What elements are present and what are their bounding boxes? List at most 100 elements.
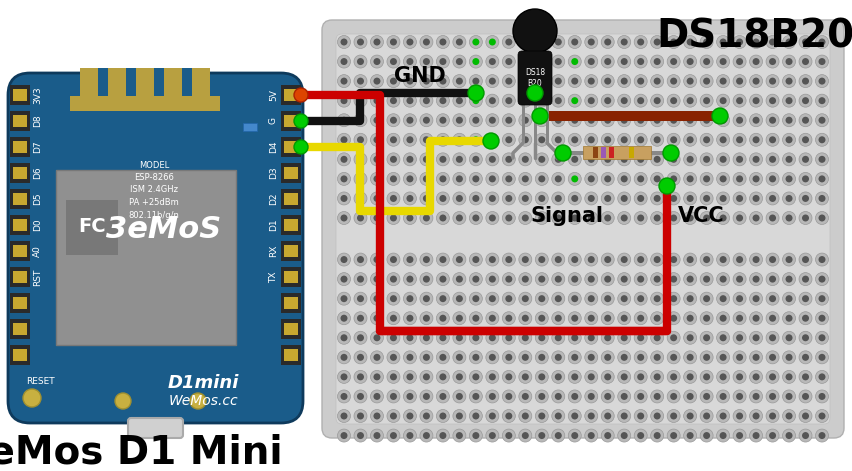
Circle shape [703,195,710,202]
Circle shape [621,315,628,322]
Circle shape [700,292,713,305]
Circle shape [618,153,630,166]
Circle shape [634,312,648,325]
Circle shape [736,195,743,202]
Circle shape [769,393,776,400]
Circle shape [621,175,628,182]
Circle shape [720,315,727,322]
Circle shape [618,35,630,49]
Circle shape [456,334,463,341]
Circle shape [373,214,381,221]
Circle shape [651,292,664,305]
Circle shape [700,409,713,422]
Circle shape [588,432,595,439]
Circle shape [456,315,463,322]
Bar [10,189,30,209]
Circle shape [538,295,545,302]
Bar [533,103,537,143]
Circle shape [503,35,515,49]
Circle shape [568,94,581,107]
Circle shape [571,195,579,202]
Circle shape [337,133,350,146]
Circle shape [521,295,529,302]
Circle shape [552,35,565,49]
Circle shape [535,429,549,442]
Circle shape [354,35,367,49]
Text: D5: D5 [33,193,42,205]
Circle shape [469,94,482,107]
Circle shape [406,117,413,124]
Circle shape [453,409,466,422]
Circle shape [700,114,713,127]
Circle shape [588,295,595,302]
Circle shape [555,393,561,400]
Circle shape [456,432,463,439]
Circle shape [371,74,383,88]
Circle shape [634,74,648,88]
Circle shape [423,195,430,202]
Circle shape [555,295,561,302]
Circle shape [667,153,680,166]
Circle shape [819,374,826,381]
Circle shape [440,97,446,104]
Circle shape [683,35,697,49]
Bar [629,147,634,158]
Circle shape [519,331,532,344]
Circle shape [621,295,628,302]
Circle shape [687,136,694,143]
Circle shape [568,292,581,305]
Circle shape [750,211,763,225]
Circle shape [621,374,628,381]
Circle shape [621,58,628,65]
Circle shape [489,276,496,283]
Circle shape [733,312,746,325]
Circle shape [373,136,381,143]
Circle shape [472,58,480,65]
Circle shape [535,292,549,305]
Circle shape [390,136,397,143]
Circle shape [571,117,579,124]
Circle shape [568,55,581,68]
Circle shape [637,256,644,263]
Circle shape [750,312,763,325]
Circle shape [667,211,680,225]
Circle shape [404,74,417,88]
Bar [136,68,154,96]
Circle shape [802,156,809,163]
Circle shape [819,78,826,85]
Circle shape [387,351,400,364]
Circle shape [653,175,660,182]
Circle shape [486,55,498,68]
Circle shape [568,273,581,285]
Circle shape [819,295,826,302]
Circle shape [555,145,571,161]
Circle shape [634,429,648,442]
Circle shape [733,253,746,266]
Circle shape [440,315,446,322]
Circle shape [420,172,433,186]
Circle shape [621,334,628,341]
Circle shape [390,156,397,163]
Circle shape [687,214,694,221]
Circle shape [621,354,628,361]
Circle shape [782,409,796,422]
Circle shape [555,432,561,439]
Circle shape [568,351,581,364]
Circle shape [584,429,598,442]
Circle shape [420,55,433,68]
Circle shape [769,97,776,104]
Bar [10,241,30,261]
Circle shape [538,117,545,124]
Circle shape [769,432,776,439]
Circle shape [720,374,727,381]
Circle shape [357,136,364,143]
Circle shape [736,97,743,104]
Circle shape [519,312,532,325]
Circle shape [736,156,743,163]
Circle shape [733,192,746,205]
Circle shape [404,133,417,146]
Circle shape [373,276,381,283]
Bar [164,68,182,96]
Circle shape [489,334,496,341]
Bar [284,89,298,101]
